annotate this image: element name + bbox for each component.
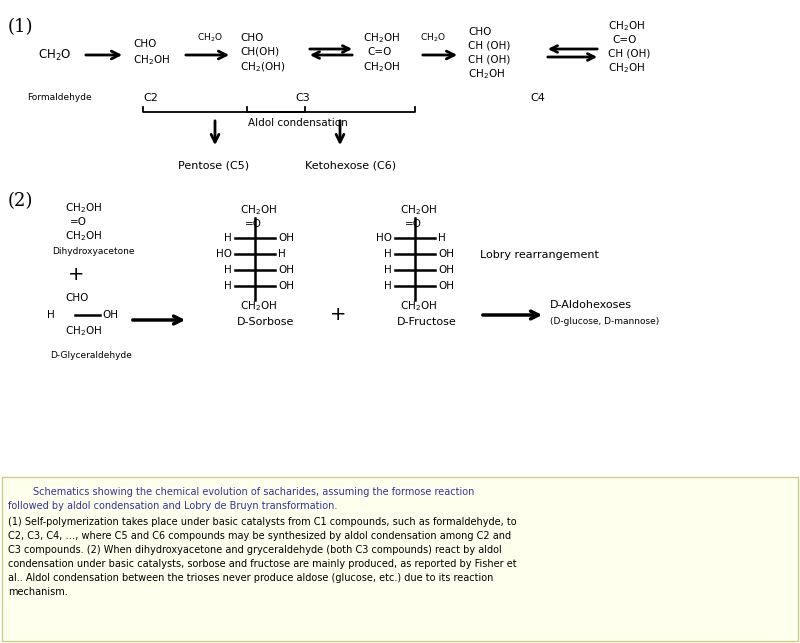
Text: CH$_2$O: CH$_2$O <box>38 48 71 62</box>
Text: Schematics showing the chemical evolution of sacharides, assuming the formose re: Schematics showing the chemical evolutio… <box>8 487 474 497</box>
Text: CH$_2$OH: CH$_2$OH <box>240 299 277 313</box>
Text: CH (OH): CH (OH) <box>468 55 510 65</box>
Text: OH: OH <box>438 249 454 259</box>
Text: CHO: CHO <box>240 33 263 43</box>
Text: CH$_2$OH: CH$_2$OH <box>65 324 102 338</box>
Text: (1): (1) <box>8 18 34 36</box>
Text: C2: C2 <box>143 93 158 103</box>
Text: Aldol condensation: Aldol condensation <box>248 118 348 128</box>
Text: Pentose (C5): Pentose (C5) <box>178 160 249 170</box>
Text: CH$_2$OH: CH$_2$OH <box>240 203 277 217</box>
Text: Ketohexose (C6): Ketohexose (C6) <box>305 160 396 170</box>
Text: OH: OH <box>278 265 294 275</box>
Text: =O: =O <box>70 217 87 227</box>
Text: (D-glucose, D-mannose): (D-glucose, D-mannose) <box>550 318 659 327</box>
Text: H: H <box>438 233 446 243</box>
Text: CH$_2$OH: CH$_2$OH <box>65 201 102 215</box>
Text: CH(OH): CH(OH) <box>240 47 279 57</box>
Text: (2): (2) <box>8 192 34 210</box>
Text: HO: HO <box>376 233 392 243</box>
Text: CHO: CHO <box>65 293 88 303</box>
Text: CHO: CHO <box>133 39 156 49</box>
Text: al.. Aldol condensation between the trioses never produce aldose (glucose, etc.): al.. Aldol condensation between the trio… <box>8 573 494 583</box>
Text: CH$_2$OH: CH$_2$OH <box>608 61 645 75</box>
Text: CH$_2$(OH): CH$_2$(OH) <box>240 60 285 74</box>
Text: D-Fructose: D-Fructose <box>397 317 457 327</box>
Text: D-Sorbose: D-Sorbose <box>237 317 294 327</box>
Text: CH$_2$OH: CH$_2$OH <box>133 53 170 67</box>
Text: +: + <box>68 266 85 284</box>
Text: CH$_2$OH: CH$_2$OH <box>363 60 400 74</box>
Text: CHO: CHO <box>468 27 491 37</box>
Text: OH: OH <box>278 281 294 291</box>
Text: Formaldehyde: Formaldehyde <box>27 93 92 102</box>
Text: OH: OH <box>278 233 294 243</box>
Text: H: H <box>47 310 55 320</box>
Text: C=O: C=O <box>367 47 391 57</box>
Text: =O: =O <box>405 219 422 229</box>
Text: H: H <box>278 249 286 259</box>
Text: D-Aldohexoses: D-Aldohexoses <box>550 300 632 310</box>
Text: CH$_2$OH: CH$_2$OH <box>65 229 102 243</box>
Text: H: H <box>224 281 232 291</box>
Text: Dihydroxyacetone: Dihydroxyacetone <box>52 248 134 257</box>
Text: C3 compounds. (2) When dihydroxyacetone and gryceraldehyde (both C3 compounds) r: C3 compounds. (2) When dihydroxyacetone … <box>8 545 502 555</box>
Text: CH$_2$O: CH$_2$O <box>420 32 446 44</box>
Text: CH$_2$O: CH$_2$O <box>197 32 223 44</box>
Text: OH: OH <box>102 310 118 320</box>
Text: C4: C4 <box>530 93 545 103</box>
Text: CH$_2$OH: CH$_2$OH <box>608 19 645 33</box>
Text: C=O: C=O <box>612 35 636 45</box>
Text: +: + <box>330 305 346 325</box>
Text: C3: C3 <box>295 93 310 103</box>
Text: OH: OH <box>438 265 454 275</box>
Text: Lobry rearrangement: Lobry rearrangement <box>480 250 599 260</box>
Text: =O: =O <box>245 219 262 229</box>
Text: CH$_2$OH: CH$_2$OH <box>468 67 505 81</box>
Text: followed by aldol condensation and Lobry de Bruyn transformation.: followed by aldol condensation and Lobry… <box>8 501 338 511</box>
Text: (1) Self-polymerization takes place under basic catalysts from C1 compounds, suc: (1) Self-polymerization takes place unde… <box>8 517 517 527</box>
Text: condensation under basic catalysts, sorbose and fructose are mainly produced, as: condensation under basic catalysts, sorb… <box>8 559 517 569</box>
Text: C2, C3, C4, …, where C5 and C6 compounds may be synthesized by aldol condensatio: C2, C3, C4, …, where C5 and C6 compounds… <box>8 531 511 541</box>
Text: H: H <box>224 265 232 275</box>
Text: mechanism.: mechanism. <box>8 587 68 597</box>
Text: H: H <box>224 233 232 243</box>
Text: D-Glyceraldehyde: D-Glyceraldehyde <box>50 350 132 359</box>
Text: CH$_2$OH: CH$_2$OH <box>363 31 400 45</box>
Text: H: H <box>384 249 392 259</box>
Text: OH: OH <box>438 281 454 291</box>
Text: CH$_2$OH: CH$_2$OH <box>400 299 437 313</box>
Text: CH (OH): CH (OH) <box>468 41 510 51</box>
Text: H: H <box>384 281 392 291</box>
Text: CH$_2$OH: CH$_2$OH <box>400 203 437 217</box>
Text: CH (OH): CH (OH) <box>608 49 650 59</box>
FancyBboxPatch shape <box>2 477 798 641</box>
Text: HO: HO <box>216 249 232 259</box>
Text: H: H <box>384 265 392 275</box>
